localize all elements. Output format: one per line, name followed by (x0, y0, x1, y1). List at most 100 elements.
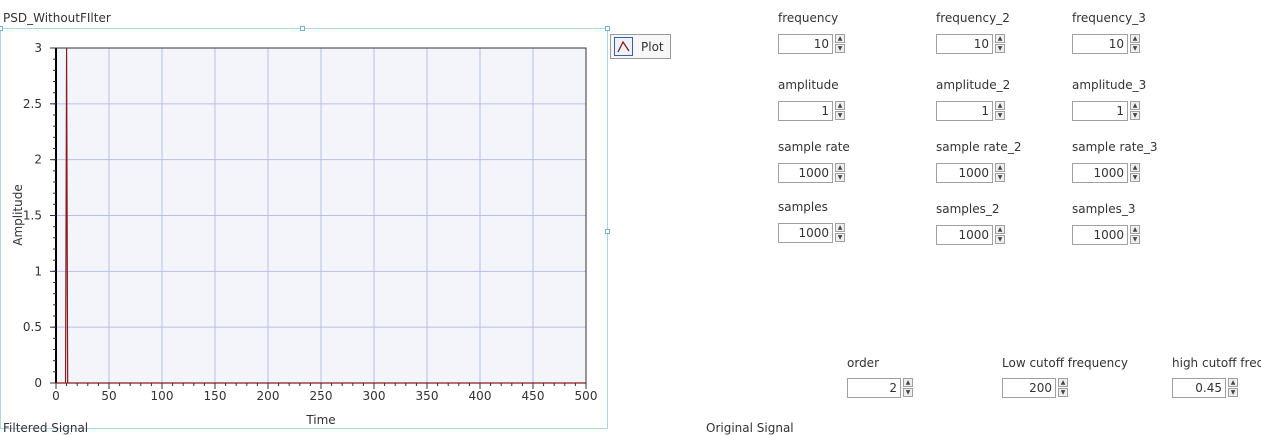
amplitude-label: amplitude (778, 78, 839, 92)
decrement-arrow-icon[interactable]: ▼ (835, 233, 845, 242)
decrement-arrow-icon[interactable]: ▼ (1130, 44, 1140, 53)
graph-title: PSD_WithoutFIlter (3, 11, 111, 25)
samples-3-label: samples_3 (1072, 202, 1136, 216)
high-cutoff-control[interactable]: 0.45 ▲ ▼ (1172, 377, 1238, 399)
frequency-2-control[interactable]: 10 ▲ ▼ (936, 33, 1005, 55)
order-label: order (847, 356, 879, 370)
x-tick-label: 100 (151, 389, 174, 403)
x-tick-label: 500 (575, 389, 598, 403)
high-cutoff-label: high cutoff frequ (1172, 356, 1261, 370)
increment-arrow-icon[interactable]: ▲ (1130, 163, 1140, 172)
samples-control[interactable]: 1000 ▲ ▼ (778, 222, 845, 244)
increment-arrow-icon[interactable]: ▲ (835, 101, 845, 110)
amplitude-input[interactable]: 1 (778, 101, 833, 121)
sample-rate-input[interactable]: 1000 (778, 163, 833, 183)
psd-chart[interactable]: 0 50 100 150 200 250 300 350 400 450 500 0 0.5 1 1.5 2 2… (0, 30, 606, 429)
resize-handle-top[interactable] (300, 26, 305, 31)
frequency-input[interactable]: 10 (778, 34, 833, 54)
samples-2-input[interactable]: 1000 (936, 225, 993, 245)
decrement-arrow-icon[interactable]: ▼ (1058, 388, 1068, 397)
line-plot-icon[interactable] (614, 37, 633, 56)
decrement-arrow-icon[interactable]: ▼ (995, 173, 1005, 182)
amplitude-3-input[interactable]: 1 (1072, 101, 1128, 121)
resize-handle-top-right[interactable] (605, 26, 610, 31)
x-tick-label: 250 (310, 389, 333, 403)
increment-arrow-icon[interactable]: ▲ (835, 34, 845, 43)
x-tick-label: 450 (522, 389, 545, 403)
x-tick-label: 200 (257, 389, 280, 403)
increment-arrow-icon[interactable]: ▲ (1228, 378, 1238, 387)
y-tick-label: 2 (34, 153, 42, 167)
amplitude-3-control[interactable]: 1 ▲ ▼ (1072, 100, 1140, 122)
x-tick-label: 0 (52, 389, 60, 403)
frequency-3-control[interactable]: 10 ▲ ▼ (1072, 33, 1140, 55)
increment-arrow-icon[interactable]: ▲ (995, 163, 1005, 172)
frequency-2-input[interactable]: 10 (936, 34, 993, 54)
increment-arrow-icon[interactable]: ▲ (995, 101, 1005, 110)
sample-rate-3-input[interactable]: 1000 (1072, 163, 1128, 183)
sample-rate-2-input[interactable]: 1000 (936, 163, 993, 183)
increment-arrow-icon[interactable]: ▲ (1130, 34, 1140, 43)
x-tick-label: 350 (416, 389, 439, 403)
decrement-arrow-icon[interactable]: ▼ (995, 44, 1005, 53)
low-cutoff-input[interactable]: 200 (1002, 378, 1056, 398)
decrement-arrow-icon[interactable]: ▼ (903, 388, 913, 397)
decrement-arrow-icon[interactable]: ▼ (1228, 388, 1238, 397)
low-cutoff-label: Low cutoff frequency (1002, 356, 1128, 370)
decrement-arrow-icon[interactable]: ▼ (1130, 111, 1140, 120)
sample-rate-3-label: sample rate_3 (1072, 140, 1158, 154)
increment-arrow-icon[interactable]: ▲ (835, 223, 845, 232)
increment-arrow-icon[interactable]: ▲ (1130, 101, 1140, 110)
resize-handle-right[interactable] (605, 229, 610, 234)
decrement-arrow-icon[interactable]: ▼ (835, 173, 845, 182)
y-tick-label: 1.5 (23, 209, 42, 223)
samples-input[interactable]: 1000 (778, 223, 833, 243)
x-tick-label: 300 (363, 389, 386, 403)
increment-arrow-icon[interactable]: ▲ (903, 378, 913, 387)
increment-arrow-icon[interactable]: ▲ (995, 34, 1005, 43)
low-cutoff-control[interactable]: 200 ▲ ▼ (1002, 377, 1068, 399)
decrement-arrow-icon[interactable]: ▼ (1130, 235, 1140, 244)
filtered-signal-label: Filtered Signal (3, 421, 89, 435)
order-input[interactable]: 2 (847, 378, 901, 398)
sample-rate-2-label: sample rate_2 (936, 140, 1022, 154)
amplitude-2-input[interactable]: 1 (936, 101, 993, 121)
sample-rate-control[interactable]: 1000 ▲ ▼ (778, 162, 845, 184)
series (56, 47, 586, 384)
sample-rate-label: sample rate (778, 140, 850, 154)
frequency-control[interactable]: 10 ▲ ▼ (778, 33, 845, 55)
y-tick-label: 0.5 (23, 320, 42, 334)
amplitude-control[interactable]: 1 ▲ ▼ (778, 100, 845, 122)
sample-rate-2-control[interactable]: 1000 ▲ ▼ (936, 162, 1005, 184)
samples-3-input[interactable]: 1000 (1072, 225, 1128, 245)
amplitude-3-label: amplitude_3 (1072, 78, 1147, 92)
y-tick-label: 0 (34, 376, 42, 390)
amplitude-2-label: amplitude_2 (936, 78, 1011, 92)
high-cutoff-input[interactable]: 0.45 (1172, 378, 1226, 398)
original-signal-label: Original Signal (706, 421, 794, 435)
plot-legend[interactable]: Plot (610, 34, 671, 59)
y-axis-label: Amplitude (11, 184, 25, 246)
decrement-arrow-icon[interactable]: ▼ (995, 111, 1005, 120)
resize-handle-top-left[interactable] (0, 26, 3, 31)
x-tick-label: 400 (469, 389, 492, 403)
increment-arrow-icon[interactable]: ▲ (835, 163, 845, 172)
decrement-arrow-icon[interactable]: ▼ (1130, 173, 1140, 182)
x-tick-label: 150 (204, 389, 227, 403)
amplitude-2-control[interactable]: 1 ▲ ▼ (936, 100, 1005, 122)
increment-arrow-icon[interactable]: ▲ (995, 225, 1005, 234)
frequency-3-input[interactable]: 10 (1072, 34, 1128, 54)
sample-rate-3-control[interactable]: 1000 ▲ ▼ (1072, 162, 1140, 184)
samples-2-control[interactable]: 1000 ▲ ▼ (936, 224, 1005, 246)
samples-2-label: samples_2 (936, 202, 1000, 216)
decrement-arrow-icon[interactable]: ▼ (995, 235, 1005, 244)
order-control[interactable]: 2 ▲ ▼ (847, 377, 913, 399)
samples-label: samples (778, 200, 828, 214)
samples-3-control[interactable]: 1000 ▲ ▼ (1072, 224, 1140, 246)
y-tick-label: 2.5 (23, 97, 42, 111)
increment-arrow-icon[interactable]: ▲ (1130, 225, 1140, 234)
decrement-arrow-icon[interactable]: ▼ (835, 111, 845, 120)
decrement-arrow-icon[interactable]: ▼ (835, 44, 845, 53)
series-line-0 (56, 47, 586, 384)
increment-arrow-icon[interactable]: ▲ (1058, 378, 1068, 387)
